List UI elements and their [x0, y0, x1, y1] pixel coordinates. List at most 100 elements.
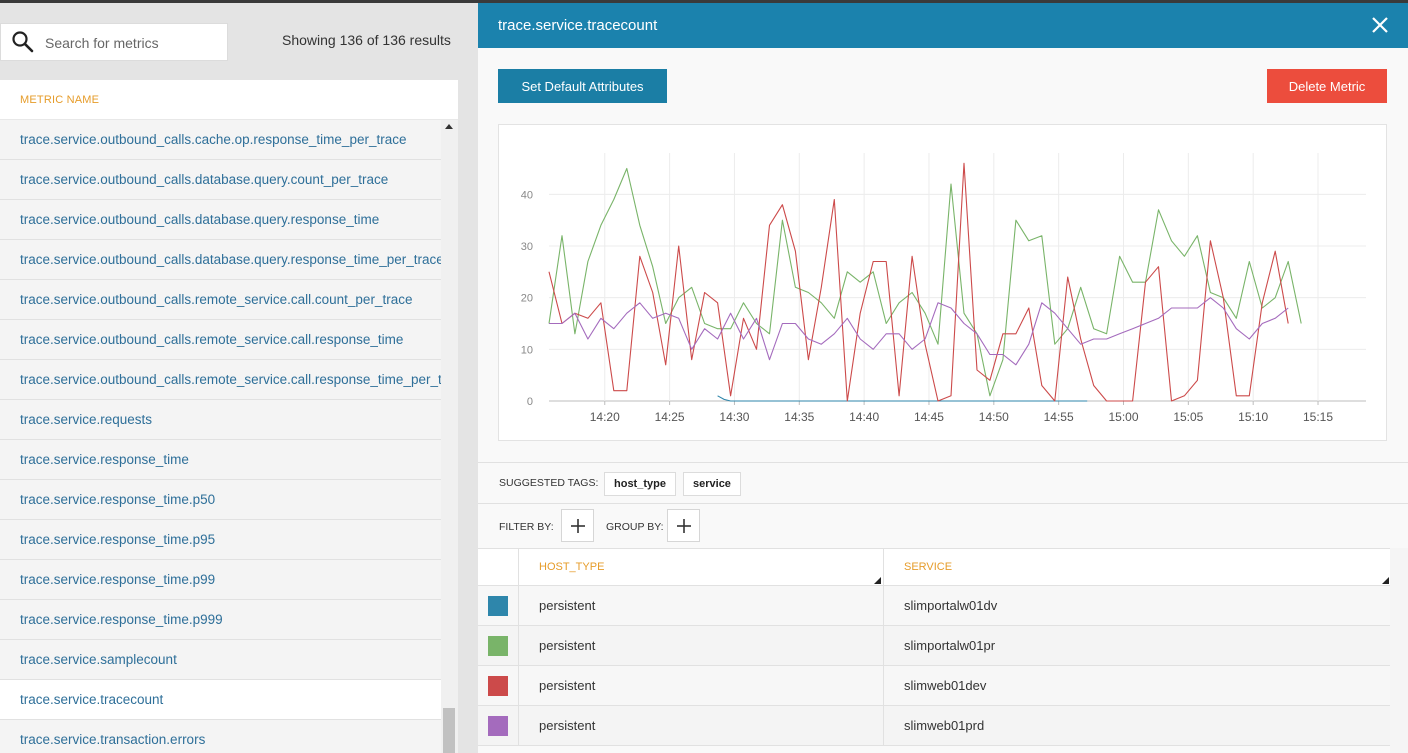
metric-item[interactable]: trace.service.outbound_calls.database.qu…: [0, 200, 441, 240]
y-tick-label: 10: [521, 344, 533, 356]
metric-item[interactable]: trace.service.response_time: [0, 440, 441, 480]
plus-icon: [571, 519, 585, 533]
y-tick-label: 30: [521, 241, 533, 253]
table-scrollbar[interactable]: [1390, 548, 1408, 753]
metrics-list-panel: Showing 136 of 136 results METRIC NAME t…: [0, 3, 478, 753]
metric-item[interactable]: trace.service.outbound_calls.remote_serv…: [0, 360, 441, 400]
metric-item[interactable]: trace.service.response_time.p999: [0, 600, 441, 640]
cell-divider: [883, 706, 884, 746]
metric-list: trace.service.outbound_calls.cache.op.re…: [0, 120, 441, 753]
search-box[interactable]: [0, 23, 228, 61]
tag-service[interactable]: service: [683, 472, 741, 496]
cell-service: slimweb01dev: [904, 678, 987, 693]
cell-service: slimportalw01pr: [904, 638, 996, 653]
scroll-up-arrow-icon[interactable]: [445, 124, 453, 129]
list-scrollbar[interactable]: [441, 120, 458, 753]
column-divider: [883, 549, 884, 586]
metric-name-header-label: METRIC NAME: [20, 94, 100, 106]
results-count: Showing 136 of 136 results: [282, 32, 451, 48]
table-row[interactable]: persistent slimportalw01dv: [478, 586, 1390, 626]
plus-icon: [677, 519, 691, 533]
group-by-label: GROUP BY:: [606, 521, 664, 533]
metric-item[interactable]: trace.service.transaction.errors: [0, 720, 441, 753]
metric-item[interactable]: trace.service.response_time.p99: [0, 560, 441, 600]
table-header: HOST_TYPE SERVICE: [478, 548, 1390, 586]
x-tick-label: 14:30: [719, 410, 749, 424]
x-tick-label: 14:25: [655, 410, 685, 424]
add-filter-button[interactable]: [561, 509, 594, 542]
series-color-swatch: [488, 676, 508, 696]
x-tick-label: 15:15: [1303, 410, 1333, 424]
column-divider: [518, 549, 519, 586]
tag-host-type[interactable]: host_type: [604, 472, 676, 496]
cell-host-type: persistent: [539, 598, 596, 613]
cell-host-type: persistent: [539, 638, 596, 653]
metric-item[interactable]: trace.service.outbound_calls.remote_serv…: [0, 280, 441, 320]
metric-name-column-header[interactable]: METRIC NAME: [0, 80, 458, 120]
y-tick-label: 20: [521, 293, 533, 305]
column-header-service[interactable]: SERVICE: [904, 561, 953, 573]
table-body: persistent slimportalw01dv persistent slimp…: [478, 586, 1390, 746]
table-row[interactable]: persistent slimweb01prd: [478, 706, 1390, 746]
series-table: HOST_TYPE SERVICE persistent slimportalw0…: [478, 548, 1390, 746]
sort-indicator-icon[interactable]: [1382, 577, 1389, 584]
scrollbar-thumb[interactable]: [443, 708, 455, 753]
metric-item[interactable]: trace.service.outbound_calls.remote_serv…: [0, 320, 441, 360]
suggested-tags-label: SUGGESTED TAGS:: [499, 477, 599, 489]
divider: [478, 503, 1408, 504]
x-tick-label: 14:45: [914, 410, 944, 424]
series-color-swatch: [488, 636, 508, 656]
table-row[interactable]: persistent slimweb01dev: [478, 666, 1390, 706]
metric-item[interactable]: trace.service.samplecount: [0, 640, 441, 680]
series-color-swatch: [488, 716, 508, 736]
series-line-slimportalw01pr: [548, 167, 1302, 397]
y-tick-label: 40: [521, 189, 533, 201]
cell-divider: [883, 666, 884, 706]
x-tick-label: 15:00: [1108, 410, 1138, 424]
detail-title: trace.service.tracecount: [498, 17, 658, 34]
delete-metric-button[interactable]: Delete Metric: [1267, 69, 1387, 103]
x-tick-label: 14:50: [979, 410, 1009, 424]
divider: [478, 462, 1408, 463]
cell-host-type: persistent: [539, 678, 596, 693]
cell-divider: [518, 626, 519, 666]
metric-item[interactable]: trace.service.outbound_calls.database.qu…: [0, 240, 441, 280]
metric-item-selected[interactable]: trace.service.tracecount: [0, 680, 441, 720]
column-header-host-type[interactable]: HOST_TYPE: [539, 561, 605, 573]
x-tick-label: 14:20: [590, 410, 620, 424]
cell-divider: [883, 626, 884, 666]
x-tick-label: 14:55: [1044, 410, 1074, 424]
series-line-slimportalw01dv: [717, 395, 1088, 402]
metric-detail-panel: trace.service.tracecount Set Default Att…: [478, 3, 1408, 753]
metric-item[interactable]: trace.service.outbound_calls.database.qu…: [0, 160, 441, 200]
metric-item[interactable]: trace.service.outbound_calls.cache.op.re…: [0, 120, 441, 160]
chart-svg: 0 10 20 30 40 14:20 14:25 14:30 14:35 14:40 14:45 1…: [521, 153, 1366, 424]
search-icon: [12, 31, 34, 53]
cell-service: slimweb01prd: [904, 718, 985, 733]
sort-indicator-icon[interactable]: [874, 577, 881, 584]
x-tick-label: 15:10: [1238, 410, 1268, 424]
close-icon[interactable]: [1370, 15, 1390, 35]
cell-service: slimportalw01dv: [904, 598, 998, 613]
series-color-swatch: [488, 596, 508, 616]
add-group-button[interactable]: [667, 509, 700, 542]
cell-divider: [518, 586, 519, 626]
y-tick-label: 0: [527, 396, 533, 408]
x-tick-label: 14:40: [849, 410, 879, 424]
cell-divider: [518, 666, 519, 706]
set-default-attributes-button[interactable]: Set Default Attributes: [498, 69, 667, 103]
cell-divider: [883, 586, 884, 626]
search-input[interactable]: [45, 32, 220, 54]
metric-item[interactable]: trace.service.response_time.p50: [0, 480, 441, 520]
filter-by-label: FILTER BY:: [499, 521, 554, 533]
x-tick-label: 14:35: [784, 410, 814, 424]
series-line-slimweb01prd: [549, 297, 1289, 366]
series-line-slimweb01dev: [548, 162, 1289, 402]
cell-divider: [518, 706, 519, 746]
metric-item[interactable]: trace.service.response_time.p95: [0, 520, 441, 560]
metric-item[interactable]: trace.service.requests: [0, 400, 441, 440]
x-tick-label: 15:05: [1173, 410, 1203, 424]
table-row[interactable]: persistent slimportalw01pr: [478, 626, 1390, 666]
cell-host-type: persistent: [539, 718, 596, 733]
metric-chart: 0 10 20 30 40 14:20 14:25 14:30 14:35 14:40 14:45 1…: [498, 124, 1387, 441]
